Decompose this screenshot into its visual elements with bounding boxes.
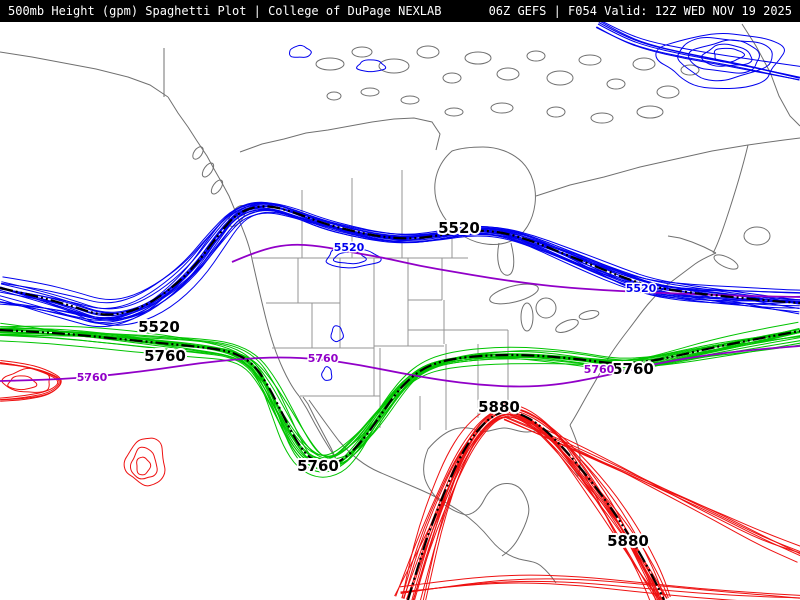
contour-label-5880: 5880 (607, 532, 649, 550)
ensemble-member-contour-5880 (400, 582, 738, 600)
ensemble-member-closed-contour (332, 251, 367, 265)
ensemble-member-closed-contour (288, 44, 312, 58)
ensemble-member-closed-contour (7, 375, 38, 391)
contour-label-5760: 5760 (584, 363, 615, 376)
ensemble-member-contour-5520 (0, 208, 800, 320)
ensemble-member-contour-5880 (407, 410, 666, 600)
plot-title: 500mb Height (gpm) Spaghetti Plot | Coll… (8, 4, 442, 18)
alaska-coastline (0, 48, 169, 98)
ensemble-member-contour-5520 (596, 26, 800, 81)
geography-layer (0, 23, 800, 584)
ensemble-member-closed-contour (700, 43, 753, 67)
ensemble-member-contour-5760 (0, 332, 800, 459)
ensemble-member-closed-contour (321, 366, 333, 381)
political-borders (252, 170, 509, 430)
ensemble-member-contour-5520 (0, 206, 800, 321)
arctic-coastline (239, 23, 800, 254)
ensemble-member-closed-contour (123, 437, 166, 487)
contour-label-5520: 5520 (626, 282, 657, 295)
arctic-islands (315, 45, 700, 124)
ensemble-member-contour-5520 (0, 212, 800, 319)
ensemble-member-closed-contour (136, 456, 152, 476)
contour-label-5760: 5760 (77, 371, 108, 384)
contour-label-5520: 5520 (334, 241, 365, 254)
contour-label-5760: 5760 (297, 457, 339, 475)
ensemble-member-contour-5520 (0, 202, 800, 309)
ensemble-member-closed-contour (356, 59, 387, 73)
contour-label-5520: 5520 (438, 219, 480, 237)
pacific-coastline (167, 96, 300, 397)
ensemble-member-closed-contour (129, 446, 158, 480)
ensemble-member-closed-contour (655, 33, 785, 89)
ensemble-member-contour-5520 (599, 20, 800, 79)
ensemble-members-layer (0, 19, 800, 600)
control-contour-5880 (406, 410, 665, 600)
ensemble-member-contour-5880 (504, 416, 798, 563)
ensemble-member-contour-5520 (0, 209, 800, 320)
ensemble-member-contour-5880 (425, 414, 661, 600)
ensemble-member-contour-5760 (0, 326, 800, 460)
ensemble-member-contour-5520 (0, 207, 800, 328)
control-run-layer (0, 205, 800, 600)
ensemble-member-closed-contour (713, 47, 746, 63)
ensemble-member-contour-5520 (599, 19, 800, 67)
contour-label-5760: 5760 (308, 352, 339, 365)
hudson-bay (434, 146, 536, 276)
ensemble-member-contour-5760 (0, 325, 800, 456)
contour-labels-layer: 5520552057605760576058805880552055205760… (75, 217, 658, 552)
ensemble-member-contour-5760 (0, 322, 800, 460)
contour-label-5520: 5520 (138, 318, 180, 336)
ensemble-member-contour-5880 (412, 416, 669, 600)
ensemble-member-contour-5760 (0, 337, 800, 467)
control-contour-5760 (0, 328, 800, 466)
ensemble-member-closed-contour (1, 367, 51, 393)
ensemble-member-contour-5880 (412, 413, 662, 600)
titlebar: 500mb Height (gpm) Spaghetti Plot | Coll… (0, 0, 800, 22)
mean-5760 (0, 345, 800, 388)
ensemble-member-contour-5880 (401, 403, 668, 599)
ensemble-member-contour-5520 (1, 203, 800, 310)
model-run-info: 06Z GEFS | F054 Valid: 12Z WED NOV 19 20… (488, 4, 792, 18)
ensemble-member-contour-5520 (0, 205, 800, 323)
great-lakes (489, 283, 600, 333)
control-contour-5520 (0, 205, 800, 316)
ensemble-member-contour-5880 (400, 580, 800, 599)
ensemble-member-contour-5520 (0, 207, 800, 321)
ensemble-member-contour-5880 (400, 578, 800, 599)
ensemble-member-closed-contour (330, 325, 344, 343)
mean-5520 (231, 243, 800, 298)
ensemble-member-closed-contour (325, 247, 382, 269)
ensemble-member-contour-5880 (503, 418, 800, 547)
contour-label-5880: 5880 (478, 398, 520, 416)
contour-label-5760: 5760 (612, 360, 654, 378)
ensemble-mean-layer (0, 243, 800, 388)
gulf-atlantic-coastline (427, 226, 771, 478)
contour-label-5760: 5760 (144, 347, 186, 365)
ensemble-member-contour-5880 (505, 415, 800, 553)
ensemble-member-contour-5880 (399, 574, 800, 596)
ensemble-member-contour-5880 (394, 407, 663, 600)
ensemble-member-contour-5880 (401, 412, 661, 600)
ensemble-member-contour-5880 (0, 360, 62, 401)
ensemble-member-closed-contour (688, 39, 760, 74)
ensemble-member-contour-5520 (595, 26, 800, 81)
